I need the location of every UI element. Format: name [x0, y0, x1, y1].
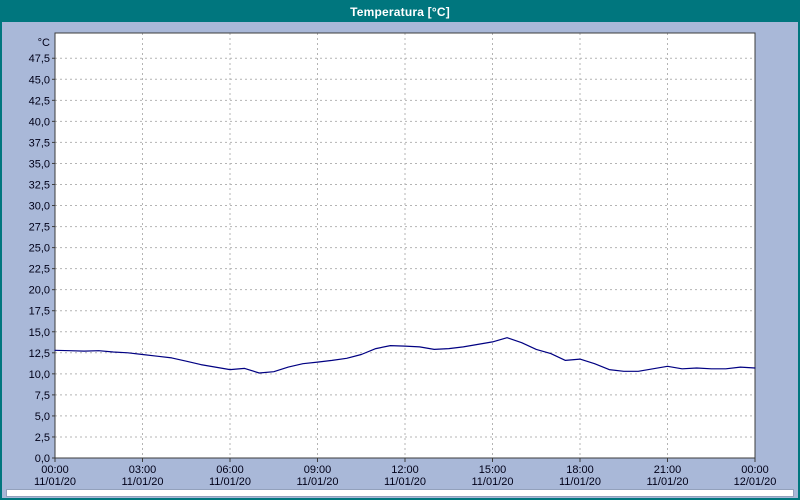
y-tick-label: 40,0: [29, 116, 50, 128]
chart-area: 0,0 2,5 5,0 7,5 10,0 12,5 15,0 17,5 20,0 22,5 25,0…: [2, 22, 798, 498]
title-bar: Temperatura [°C]: [2, 2, 798, 22]
x-tick-time-label: 09:00: [304, 464, 332, 476]
horizontal-scrollbar[interactable]: [6, 489, 794, 497]
y-tick-label: 20,0: [29, 285, 50, 297]
x-tick-date-label: 11/01/20: [559, 476, 601, 488]
x-tick-date-label: 11/01/20: [296, 476, 338, 488]
x-tick-date-label: 11/01/20: [646, 476, 688, 488]
y-tick-label: 0,0: [35, 453, 50, 465]
y-tick-label: 17,5: [29, 306, 50, 318]
y-tick-label: 15,0: [29, 327, 50, 339]
y-tick-label: 32,5: [29, 179, 50, 191]
y-tick-label: 35,0: [29, 158, 50, 170]
x-tick-time-label: 00:00: [41, 464, 69, 476]
x-tick-time-label: 18:00: [566, 464, 594, 476]
y-tick-label: 12,5: [29, 348, 50, 360]
y-tick-label: 2,5: [35, 432, 50, 444]
y-tick-label: 45,0: [29, 74, 50, 86]
y-tick-label: 42,5: [29, 95, 50, 107]
x-tick-date-label: 11/01/20: [34, 476, 76, 488]
y-axis-unit-label: °C: [38, 37, 50, 49]
x-tick-time-label: 21:00: [654, 464, 682, 476]
x-tick-date-label: 11/01/20: [209, 476, 251, 488]
chart-title: Temperatura [°C]: [350, 5, 450, 19]
y-tick-label: 5,0: [35, 411, 50, 423]
x-tick-date-label: 11/01/20: [121, 476, 163, 488]
y-tick-label: 30,0: [29, 201, 50, 213]
x-tick-time-label: 15:00: [479, 464, 507, 476]
x-tick-date-label: 12/01/20: [734, 476, 777, 488]
x-tick-date-label: 11/01/20: [471, 476, 513, 488]
x-tick-time-label: 00:00: [741, 464, 769, 476]
y-tick-label: 27,5: [29, 222, 50, 234]
x-tick-time-label: 06:00: [216, 464, 244, 476]
temperature-chart: 0,0 2,5 5,0 7,5 10,0 12,5 15,0 17,5 20,0 22,5 25,0…: [29, 32, 777, 488]
y-tick-label: 47,5: [29, 53, 50, 65]
y-tick-label: 7,5: [35, 390, 50, 402]
y-tick-label: 22,5: [29, 264, 50, 276]
x-tick-date-label: 11/01/20: [384, 476, 426, 488]
temperature-line: [54, 337, 756, 374]
y-tick-label: 37,5: [29, 137, 50, 149]
x-tick-time-label: 03:00: [129, 464, 157, 476]
plot-border: [54, 32, 756, 459]
x-tick-time-label: 12:00: [391, 464, 419, 476]
y-tick-label: 25,0: [29, 243, 50, 255]
y-tick-label: 10,0: [29, 369, 50, 381]
